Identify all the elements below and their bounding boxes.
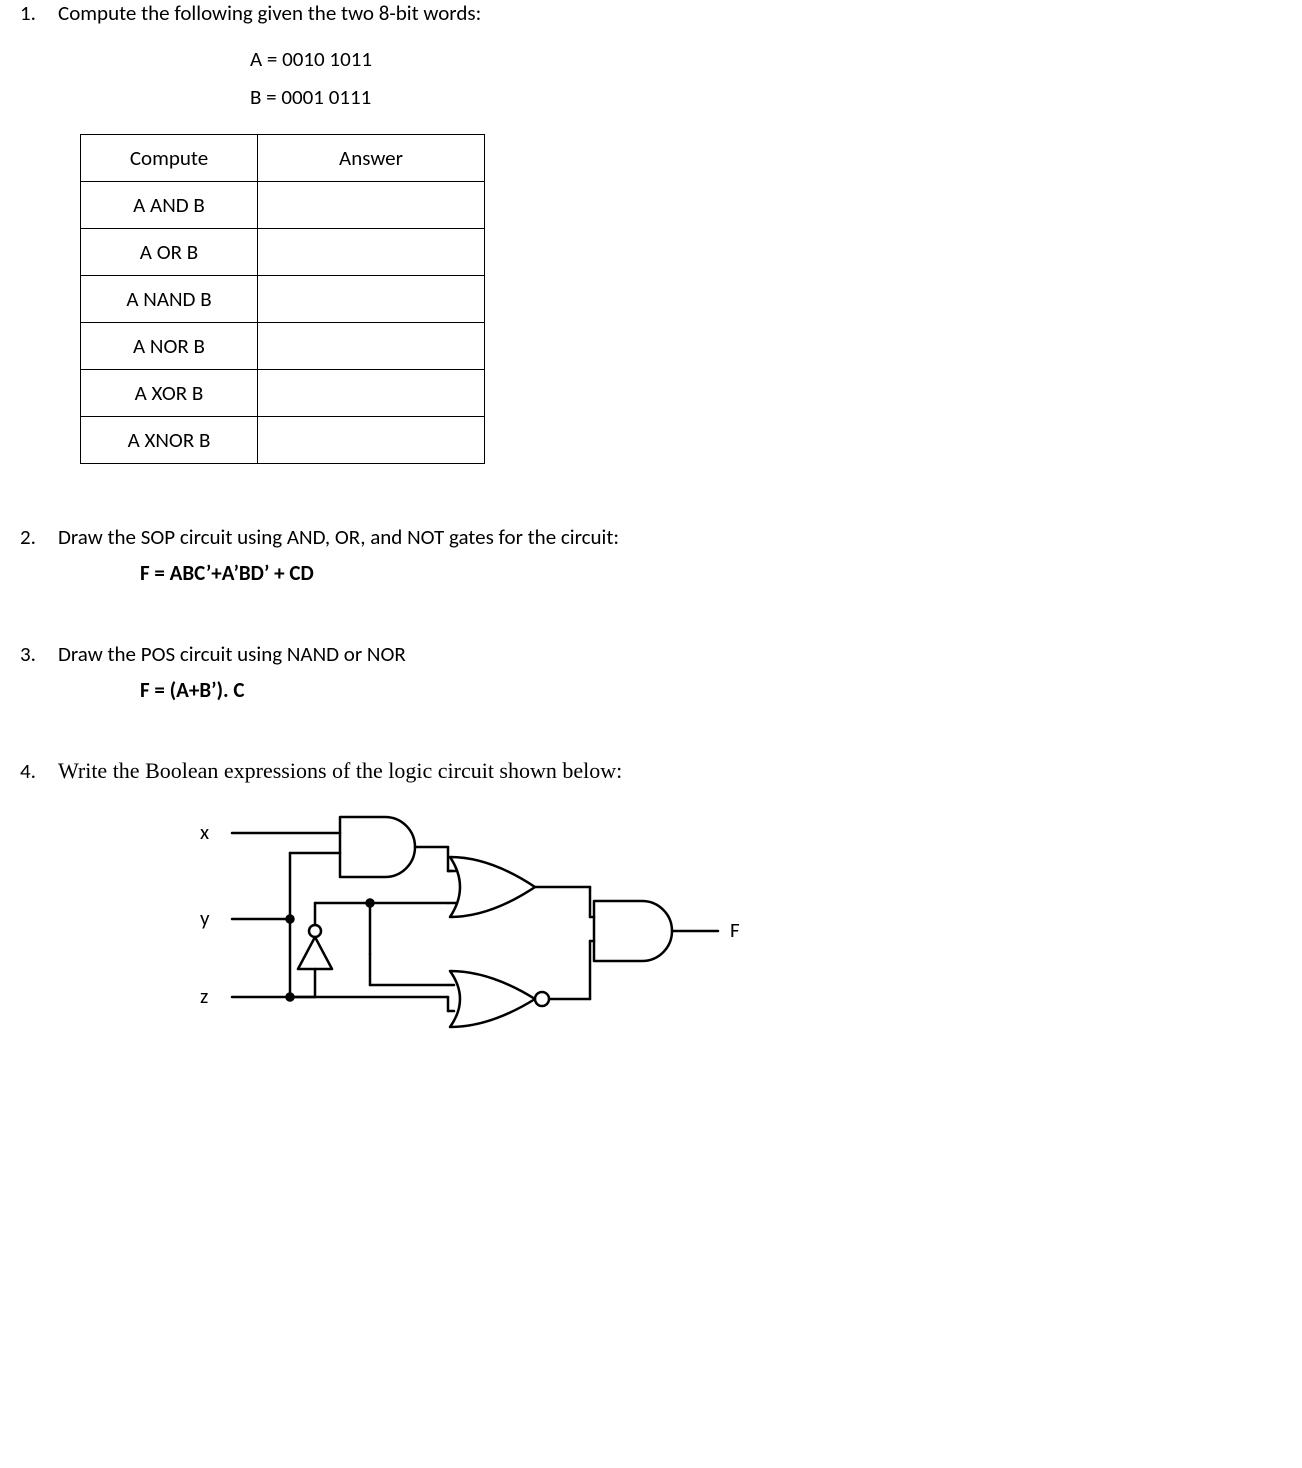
q4-circuit: x y z F (190, 799, 1282, 1045)
q1-cell-compute: A AND B (81, 182, 258, 229)
q1-cell-answer (258, 182, 485, 229)
q3-number: 3. (20, 641, 58, 667)
q1-cell-answer (258, 229, 485, 276)
question-1: 1. Compute the following given the two 8… (20, 0, 1282, 26)
q4-number: 4. (20, 758, 58, 784)
table-row: A AND B (81, 182, 485, 229)
input-x-label: x (200, 819, 209, 845)
q1-number: 1. (20, 0, 58, 26)
q1-A-line: A = 0010 1011 (250, 46, 1282, 72)
question-4: 4. Write the Boolean expressions of the … (20, 758, 1282, 784)
question-2: 2. Draw the SOP circuit using AND, OR, a… (20, 524, 1282, 550)
question-3: 3. Draw the POS circuit using NAND or NO… (20, 641, 1282, 667)
q2-text: Draw the SOP circuit using AND, OR, and … (58, 524, 1282, 550)
q1-th-compute: Compute (81, 135, 258, 182)
logic-circuit-svg: x y z F (190, 799, 750, 1039)
q3-equation: F = (A+B’). C (140, 677, 1282, 703)
output-F-label: F (730, 917, 740, 943)
table-row: A NOR B (81, 323, 485, 370)
q2-equation: F = ABC’+A’BD’ + CD (140, 560, 1282, 586)
q2-number: 2. (20, 524, 58, 550)
input-y-label: y (200, 905, 210, 931)
table-row: A XOR B (81, 370, 485, 417)
table-row: A XNOR B (81, 417, 485, 464)
input-z-label: z (200, 983, 208, 1009)
q1-cell-compute: A OR B (81, 229, 258, 276)
table-row: A OR B (81, 229, 485, 276)
q4-text: Write the Boolean expressions of the log… (58, 758, 1282, 784)
q1-cell-answer (258, 323, 485, 370)
q3-text: Draw the POS circuit using NAND or NOR (58, 641, 1282, 667)
q1-cell-compute: A XNOR B (81, 417, 258, 464)
q1-cell-compute: A NOR B (81, 323, 258, 370)
q1-table: Compute Answer A AND B A OR B A NAND B A… (80, 134, 485, 464)
q1-cell-answer (258, 276, 485, 323)
table-row: A NAND B (81, 276, 485, 323)
q1-th-answer: Answer (258, 135, 485, 182)
q1-B-line: B = 0001 0111 (250, 84, 1282, 110)
q1-cell-compute: A XOR B (81, 370, 258, 417)
q1-text: Compute the following given the two 8-bi… (58, 0, 1282, 26)
q1-cell-answer (258, 370, 485, 417)
q1-cell-answer (258, 417, 485, 464)
q1-cell-compute: A NAND B (81, 276, 258, 323)
